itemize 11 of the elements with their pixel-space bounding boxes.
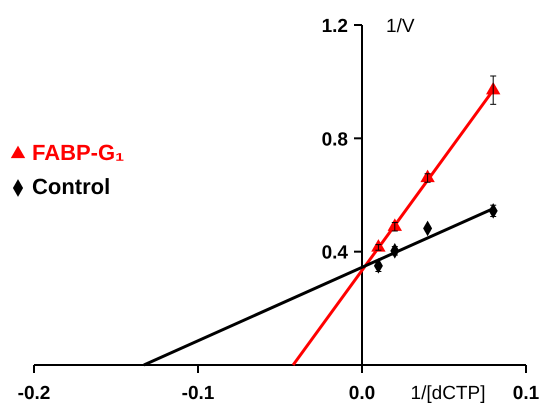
legend-label: FABP-G₁ bbox=[32, 140, 124, 165]
legend-label: Control bbox=[32, 174, 110, 199]
x-tick-label: -0.2 bbox=[18, 383, 50, 404]
x-tick-label: -0.1 bbox=[182, 383, 215, 404]
x-axis-title: 1/[dCTP] bbox=[410, 383, 486, 404]
y-tick-label: 1.2 bbox=[322, 16, 348, 37]
y-tick-label: 0.8 bbox=[322, 129, 348, 150]
y-axis-title: 1/V bbox=[386, 16, 415, 37]
y-tick-label: 0.4 bbox=[322, 242, 348, 264]
x-tick-label: 0.1 bbox=[512, 383, 540, 404]
x-tick-label: 0.0 bbox=[348, 383, 376, 404]
